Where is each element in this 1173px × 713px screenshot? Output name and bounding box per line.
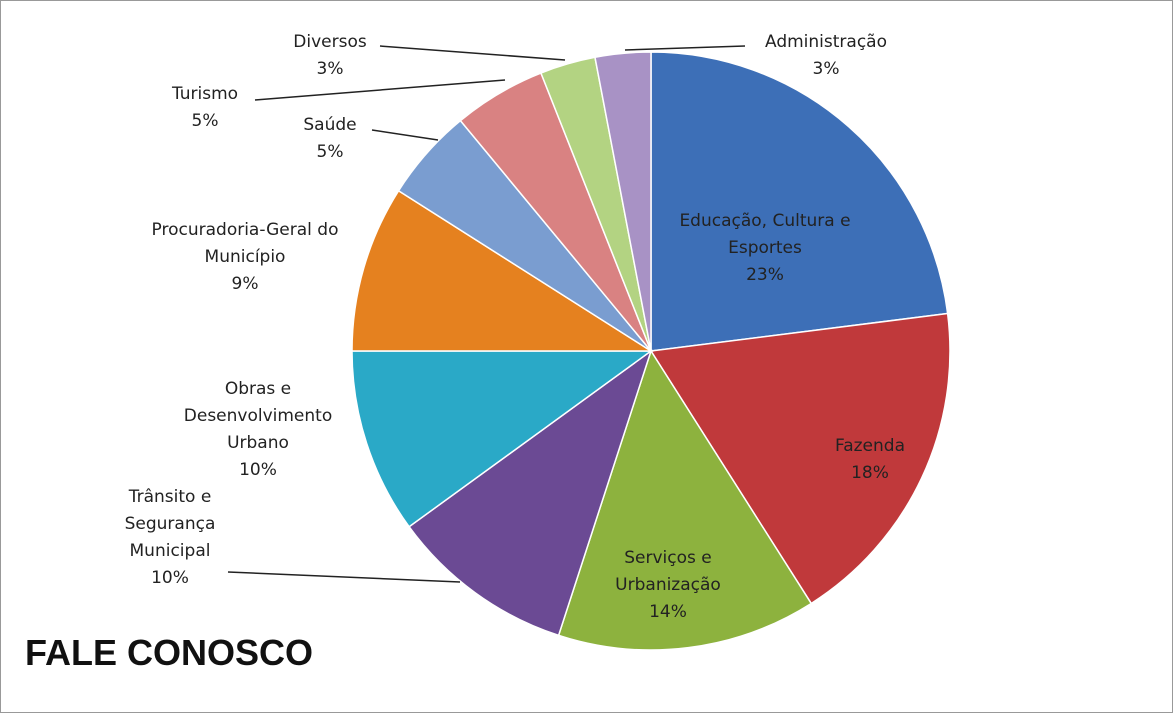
slice-label: Procuradoria-Geral do Município [151,220,339,267]
chart-title: FALE CONOSCO [25,632,314,673]
slice-label: Fazenda [834,436,905,456]
pie-slice [408,349,653,637]
leader-line [227,571,461,583]
leader-line [371,129,439,141]
slice-label: Educação, Cultura e Esportes [679,211,851,258]
leader-line [624,45,746,51]
leader-line [379,45,566,61]
slice-value-label: 3% [812,59,840,79]
slice-value-label: 9% [231,274,259,294]
slice-value-label: 18% [851,463,889,483]
slice-value-label: 10% [239,460,277,480]
pie-slice [649,312,951,605]
slice-value-label: 23% [746,265,784,285]
pie-slice [594,51,652,352]
slice-value-label: 5% [191,111,219,131]
pie-slice [351,189,654,352]
slice-value-label: 14% [649,602,687,622]
slice-value-label: 3% [316,59,344,79]
slice-value-label: 10% [151,568,189,588]
pie-slice [557,349,813,651]
slice-label: Obras e Desenvolvimento Urbano [183,379,333,453]
pie-slice [650,51,949,352]
slice-label: Trânsito e Segurança Municipal [124,487,216,561]
slice-label: Saúde [303,115,357,135]
slice-label: Administração [765,32,887,52]
leader-line [254,79,506,101]
slice-label: Turismo [171,84,239,104]
slice-label: Serviços e Urbanização [615,548,721,595]
slice-value-label: 5% [316,142,344,162]
slice-label: Diversos [293,32,367,52]
pie-slice [351,350,654,528]
